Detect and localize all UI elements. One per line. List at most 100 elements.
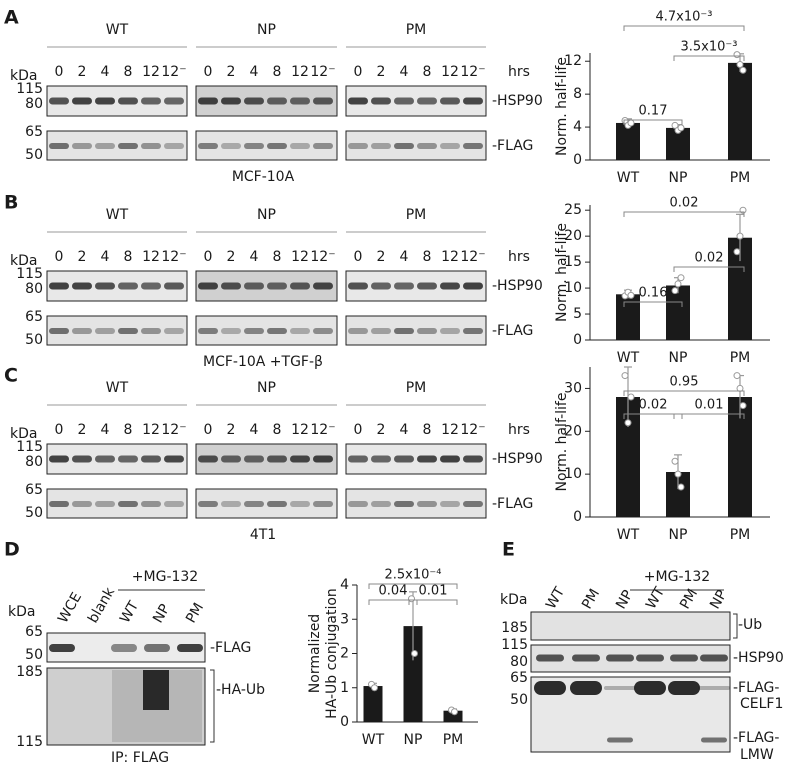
timepoint-label: 12⁻ xyxy=(310,249,335,265)
y-tick-label: 8 xyxy=(573,86,582,102)
timepoint-label: 2 xyxy=(377,422,386,438)
band xyxy=(221,282,241,290)
timepoint-label: 2 xyxy=(227,64,236,80)
kda-label: kDa xyxy=(10,426,37,442)
y-tick-label: 25 xyxy=(564,202,582,218)
band xyxy=(118,455,138,463)
timepoint-label: 2 xyxy=(377,249,386,265)
band xyxy=(118,143,138,149)
group-label: NP xyxy=(257,22,276,38)
band xyxy=(95,501,115,507)
p-value: 2.5x10⁻⁴ xyxy=(385,568,442,583)
band xyxy=(463,328,483,334)
band xyxy=(267,328,287,334)
p-value: 0.01 xyxy=(695,398,724,413)
band xyxy=(290,97,310,105)
marker-label: 80 xyxy=(25,96,43,112)
band xyxy=(164,455,184,463)
bracket xyxy=(210,669,215,743)
replicate-point xyxy=(739,402,747,410)
timepoint-label: 4 xyxy=(400,64,409,80)
marker-label: 115 xyxy=(16,734,43,750)
band xyxy=(348,143,368,149)
timepoint-label: 8 xyxy=(423,422,432,438)
timepoint-label: 12⁻ xyxy=(161,249,186,265)
band xyxy=(141,97,161,105)
replicate-point xyxy=(736,61,744,69)
band xyxy=(348,97,368,105)
y-tick-label: 20 xyxy=(564,228,582,244)
panel-label: D xyxy=(4,539,20,561)
treatment: +MG-132 xyxy=(132,569,198,585)
band xyxy=(141,282,161,290)
timepoint-label: 12 xyxy=(441,64,459,80)
replicate-point xyxy=(674,470,682,478)
blot-label: LMW xyxy=(740,747,774,763)
kda-label: kDa xyxy=(10,253,37,269)
blot xyxy=(46,488,188,519)
band xyxy=(572,654,600,662)
marker-label: 65 xyxy=(25,624,43,640)
replicate-point xyxy=(627,291,635,299)
band xyxy=(49,328,69,334)
lane-label: WT xyxy=(543,584,568,612)
marker-label: 65 xyxy=(25,309,43,325)
timepoint-label: 12⁻ xyxy=(161,422,186,438)
timepoint-label: 12⁻ xyxy=(161,64,186,80)
significance-bracket xyxy=(623,119,683,125)
bar xyxy=(616,294,640,340)
x-tick-label: PM xyxy=(730,350,751,366)
p-value: 3.5x10⁻³ xyxy=(681,40,738,55)
panel-label: E xyxy=(502,539,515,561)
band xyxy=(198,143,218,149)
blot-label: -FLAG xyxy=(210,640,251,656)
band xyxy=(198,97,218,105)
timepoint-label: 12⁻ xyxy=(460,249,485,265)
band xyxy=(534,681,566,695)
band xyxy=(221,455,241,463)
p-value: 0.02 xyxy=(639,398,668,413)
p-value: 0.17 xyxy=(639,104,668,119)
significance-bracket xyxy=(368,583,458,589)
band xyxy=(463,143,483,149)
group-label: WT xyxy=(106,22,129,38)
timepoint-label: 4 xyxy=(400,249,409,265)
band xyxy=(313,97,333,105)
band xyxy=(604,686,636,690)
lane-label: NP xyxy=(613,588,636,612)
band xyxy=(72,143,92,149)
blot-label: -HSP90 xyxy=(492,278,543,294)
band xyxy=(244,143,264,149)
lane-label: WCE xyxy=(55,590,85,626)
timepoint-label: 12 xyxy=(441,249,459,265)
blot xyxy=(46,315,188,346)
band xyxy=(49,501,69,507)
replicate-point xyxy=(674,280,682,288)
marker-label: 115 xyxy=(16,266,43,282)
timepoint-label: 0 xyxy=(204,422,213,438)
y-axis-label: Norm. half-life xyxy=(554,223,570,322)
x-tick-label: WT xyxy=(617,170,640,186)
band xyxy=(141,455,161,463)
band xyxy=(267,282,287,290)
blot-label: CELF1 xyxy=(740,696,783,712)
y-tick-label: 2 xyxy=(340,646,349,662)
timepoint-label: 8 xyxy=(273,64,282,80)
blot-label: -FLAG xyxy=(492,138,533,154)
bar xyxy=(666,285,690,340)
y-tick-label: 5 xyxy=(573,306,582,322)
band xyxy=(417,328,437,334)
p-value: 0.02 xyxy=(695,251,724,266)
band xyxy=(440,455,460,463)
band xyxy=(164,501,184,507)
band xyxy=(221,97,241,105)
timepoint-label: 2 xyxy=(227,422,236,438)
significance-bracket xyxy=(408,599,458,605)
band xyxy=(394,143,414,149)
band xyxy=(49,644,75,652)
timepoint-label: 8 xyxy=(273,249,282,265)
timepoint-label: 4 xyxy=(250,422,259,438)
kda-label: kDa xyxy=(8,604,35,620)
band xyxy=(313,455,333,463)
bracket xyxy=(733,613,738,639)
